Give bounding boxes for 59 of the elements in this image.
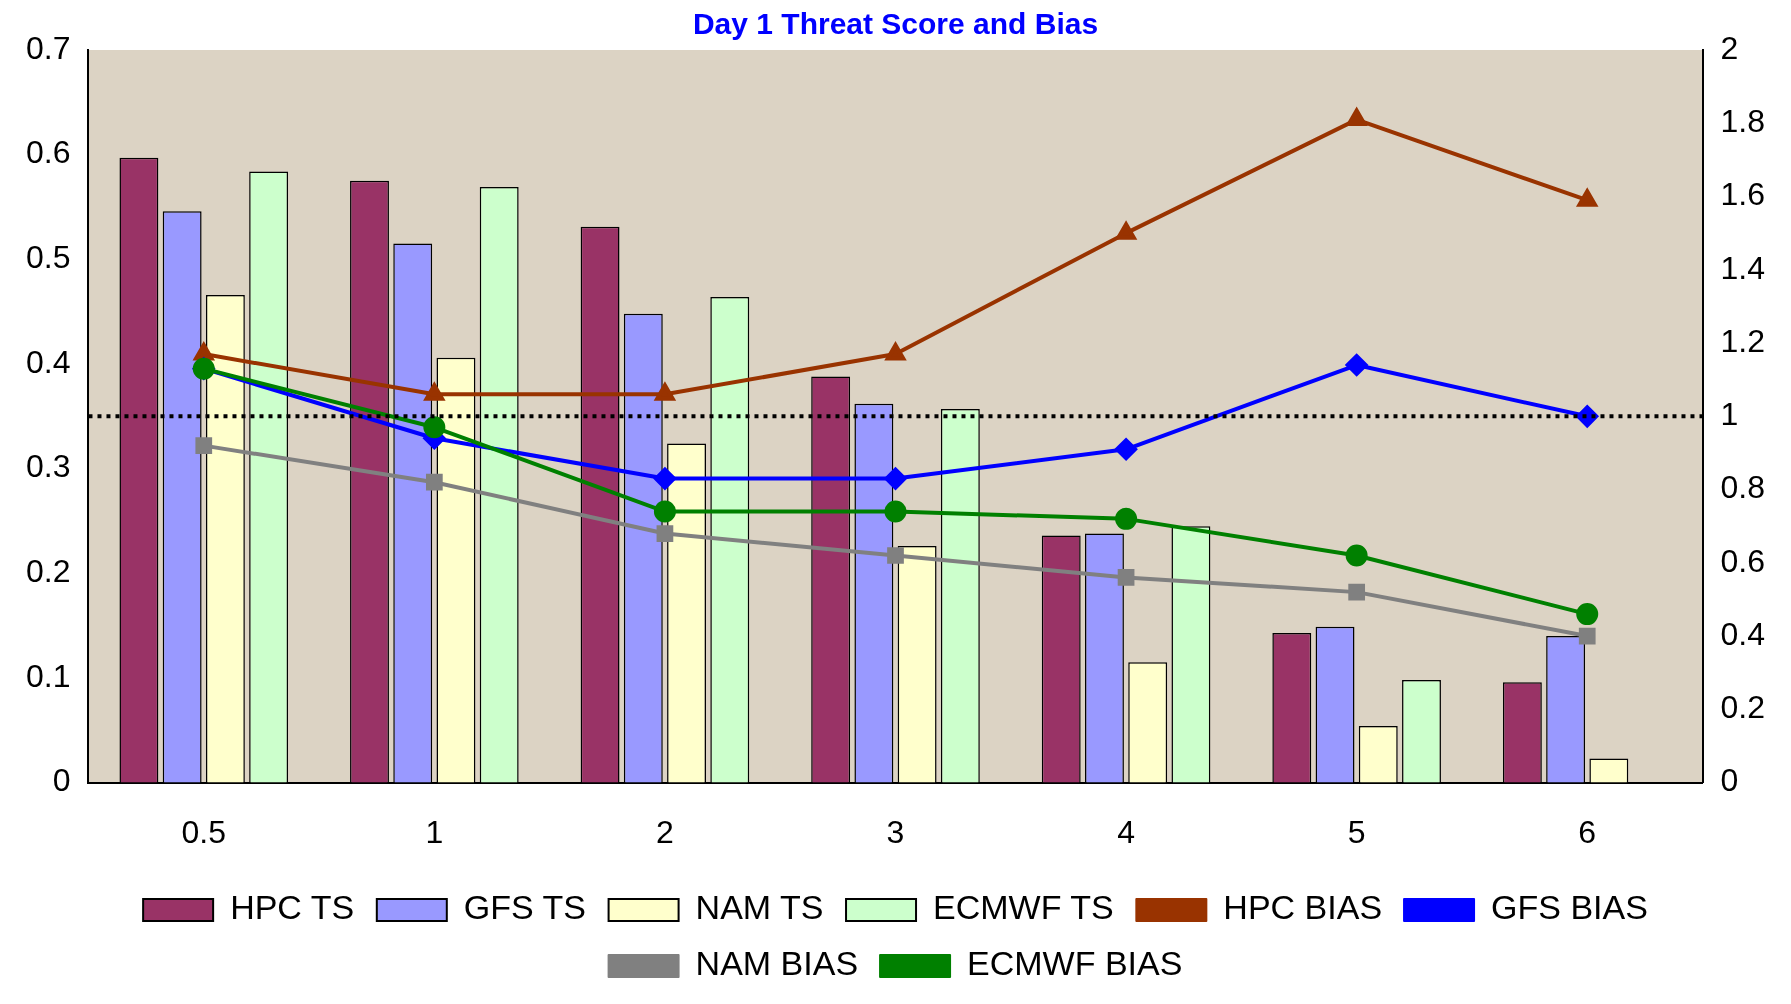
point [425, 473, 443, 491]
point [1576, 603, 1599, 626]
y-tick-label: 0.4 [26, 343, 71, 380]
point [1578, 627, 1596, 645]
point [884, 500, 907, 523]
x-tick-label: 0.5 [181, 813, 227, 850]
y-tick-label: 0.1 [26, 657, 71, 694]
y2-tick-label: 0.4 [1720, 615, 1765, 652]
y2-tick-label: 0.6 [1720, 542, 1765, 579]
point [885, 343, 906, 361]
point [1346, 106, 1368, 127]
legend-label: GFS BIAS [1491, 888, 1648, 927]
point [653, 500, 676, 523]
y2-tick-label: 0 [1720, 762, 1739, 799]
point [1348, 583, 1366, 601]
point [887, 547, 904, 564]
x-tick-label: 3 [886, 813, 905, 850]
legend-label: NAM BIAS [695, 944, 859, 983]
legend-label: HPC BIAS [1223, 888, 1383, 927]
legend-label: GFS TS [463, 888, 586, 927]
legend-label: NAM TS [695, 888, 824, 927]
y-tick-label: 0.2 [26, 553, 71, 590]
point [1577, 189, 1598, 207]
y-tick-label: 0.5 [26, 239, 71, 276]
legend-label: ECMWF TS [933, 888, 1114, 927]
chart-title: Day 1 Threat Score and Bias [692, 7, 1099, 41]
point [1115, 507, 1138, 530]
x-tick-label: 6 [1578, 813, 1597, 850]
x-tick-label: 1 [425, 813, 444, 850]
legend-label: HPC TS [230, 888, 355, 927]
y-tick-label: 0.7 [26, 29, 71, 66]
y2-tick-label: 1.4 [1720, 249, 1765, 286]
point [656, 525, 674, 542]
x-tick-label: 5 [1347, 813, 1366, 850]
y2-tick-label: 1 [1720, 396, 1739, 433]
point [655, 383, 675, 401]
y2-tick-label: 2 [1720, 29, 1739, 66]
y2-tick-label: 0.8 [1720, 469, 1765, 506]
point [1345, 544, 1368, 567]
x-tick-label: 4 [1117, 813, 1135, 850]
point [1117, 569, 1135, 586]
y2-tick-label: 1.8 [1720, 103, 1765, 140]
y2-tick-label: 1.2 [1720, 322, 1765, 359]
legend-label: ECMWF BIAS [967, 944, 1183, 983]
y2-tick-label: 1.6 [1720, 176, 1765, 213]
point [193, 343, 214, 361]
y-tick-label: 0.6 [26, 134, 71, 171]
y-tick-label: 0.3 [26, 448, 71, 485]
x-tick-label: 2 [656, 813, 674, 850]
point [195, 437, 213, 454]
y2-tick-label: 0.2 [1720, 689, 1765, 726]
point [1345, 354, 1368, 377]
y-tick-label: 0 [52, 762, 71, 799]
point [653, 467, 676, 490]
point [1116, 222, 1136, 240]
point [884, 467, 907, 490]
point [423, 416, 446, 439]
point [1115, 438, 1138, 461]
point [424, 383, 445, 401]
